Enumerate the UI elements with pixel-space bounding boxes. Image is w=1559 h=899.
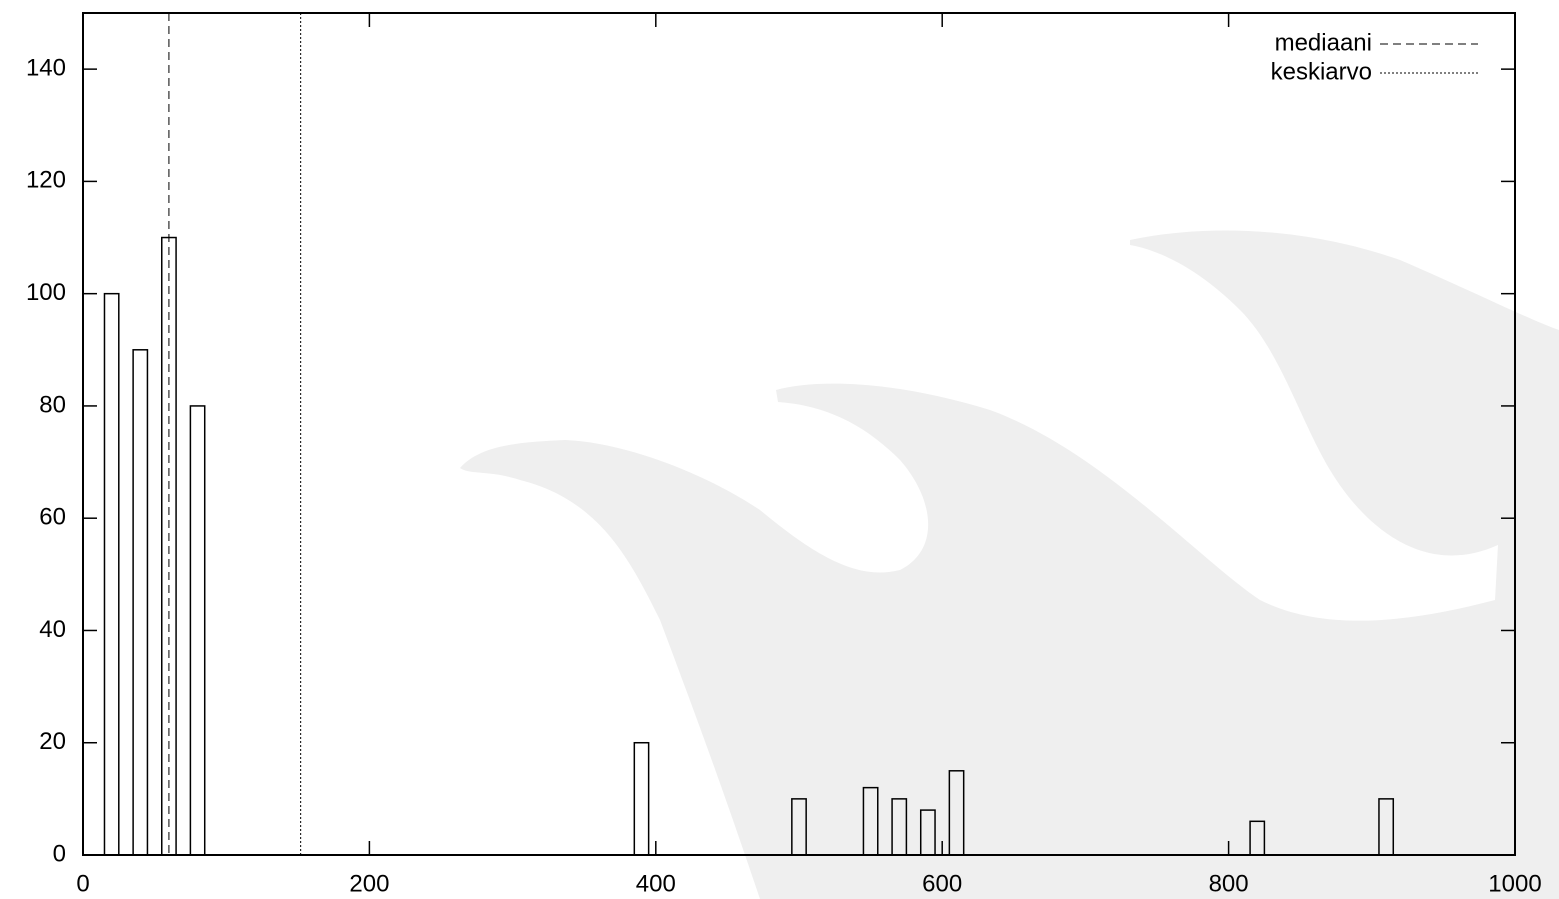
y-tick-label: 20 bbox=[39, 728, 66, 755]
bar bbox=[634, 743, 648, 855]
x-tick-label: 400 bbox=[636, 870, 676, 897]
bar bbox=[133, 350, 147, 855]
legend-label: mediaani bbox=[1275, 29, 1372, 56]
y-tick-label: 60 bbox=[39, 504, 66, 531]
bar bbox=[190, 406, 204, 855]
y-tick-label: 0 bbox=[53, 840, 66, 867]
y-tick-label: 120 bbox=[26, 167, 66, 194]
chart: 0 20 40 60 80 100 120 140 0 200 400 600 800 1000 media… bbox=[0, 0, 1559, 899]
x-tick-label: 1000 bbox=[1488, 870, 1541, 897]
bar bbox=[104, 294, 118, 855]
y-tick-label: 80 bbox=[39, 391, 66, 418]
x-tick-label: 800 bbox=[1209, 870, 1249, 897]
y-tick-label: 100 bbox=[26, 279, 66, 306]
page: 0 20 40 60 80 100 120 140 0 200 400 600 800 1000 media… bbox=[0, 0, 1559, 899]
x-tick-label: 200 bbox=[349, 870, 389, 897]
y-tick-label: 140 bbox=[26, 54, 66, 81]
watermark bbox=[460, 230, 1559, 899]
x-tick-label: 0 bbox=[76, 870, 89, 897]
x-tick-label: 600 bbox=[922, 870, 962, 897]
legend-label: keskiarvo bbox=[1271, 58, 1372, 85]
y-tick-label: 40 bbox=[39, 616, 66, 643]
